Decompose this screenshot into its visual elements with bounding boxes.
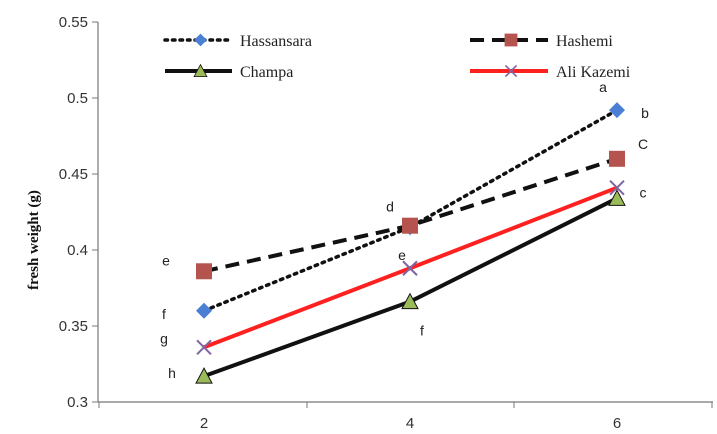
point-label: h	[168, 365, 176, 381]
data-point-2-1	[401, 292, 419, 310]
data-point-1-1	[402, 217, 418, 234]
point-label: c	[640, 185, 647, 201]
legend: Hassansara Hashemi Champa Ali Kazemi	[163, 33, 631, 81]
data-point-3-2	[609, 179, 625, 196]
legend-marker-0	[194, 33, 207, 47]
data-point-2-0	[195, 367, 213, 384]
marker-stroke	[609, 179, 625, 196]
point-label: f	[420, 323, 424, 339]
point-label: C	[638, 136, 648, 152]
y-tick-label: 0.35	[59, 318, 88, 335]
data-point-0-2	[609, 102, 625, 119]
series-markers	[195, 102, 626, 384]
x-tick-label: 6	[613, 415, 621, 432]
y-axis-label: fresh weight (g)	[26, 190, 42, 290]
data-point-3-0	[196, 339, 212, 355]
point-label: e	[398, 247, 406, 263]
data-point-2-2	[608, 189, 626, 206]
point-label: g	[160, 330, 168, 346]
y-tick-label: 0.3	[67, 394, 88, 411]
marker-stroke	[196, 339, 212, 355]
legend-label-1: Hashemi	[556, 33, 613, 50]
legend-marker-1	[504, 33, 518, 47]
data-point-0-0	[196, 302, 212, 319]
data-point-1-0	[196, 263, 212, 280]
point-label: d	[386, 199, 394, 215]
x-tick-label: 2	[200, 415, 208, 432]
point-label: e	[162, 252, 170, 268]
marker-stroke	[402, 260, 418, 276]
point-label: a	[599, 79, 607, 95]
series-line-1	[203, 156, 618, 274]
series-line-0	[202, 108, 619, 313]
data-point-3-1	[402, 260, 418, 276]
y-tick-label: 0.45	[59, 166, 88, 183]
legend-marker-3	[504, 64, 518, 78]
x-tick-label: 4	[406, 415, 414, 432]
legend-marker-2	[193, 63, 208, 78]
legend-label-0: Hassansara	[240, 33, 312, 50]
data-point-1-2	[609, 150, 625, 167]
marker-stroke	[504, 64, 518, 78]
axes: 0.3 0.35 0.4 0.45 0.5 0.55 2 4 6	[59, 14, 713, 432]
series-lines	[202, 108, 619, 379]
legend-label-3: Ali Kazemi	[556, 64, 631, 81]
point-label: b	[641, 105, 649, 121]
y-tick-label: 0.4	[67, 242, 88, 259]
y-tick-label: 0.5	[67, 90, 88, 107]
legend-label-2: Champa	[240, 64, 293, 81]
point-label: f	[162, 306, 166, 322]
y-tick-label: 0.55	[59, 14, 88, 31]
